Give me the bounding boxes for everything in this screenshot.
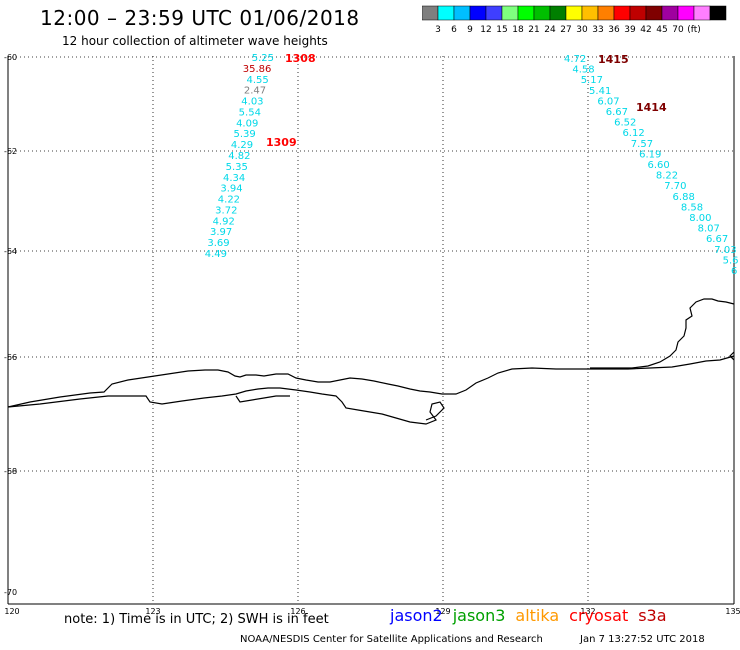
latitude-label: -68 bbox=[4, 467, 17, 476]
swh-value: 3.94 bbox=[220, 184, 242, 195]
swh-value: 8.58 bbox=[681, 202, 703, 213]
swh-value: 35.86 bbox=[243, 64, 272, 75]
colorbar-tick-label: 18 bbox=[512, 25, 524, 35]
pass-id-label: 1308 bbox=[285, 52, 316, 65]
plot-frame bbox=[7, 56, 735, 605]
latitude-label: -66 bbox=[4, 353, 17, 362]
swh-value: 5.6 bbox=[723, 255, 739, 266]
swh-value: 5.17 bbox=[581, 75, 603, 86]
swh-value: 6.60 bbox=[648, 160, 670, 171]
swh-value: 2.47 bbox=[244, 86, 266, 97]
latitude-label: -64 bbox=[4, 247, 17, 256]
swh-value: 8.07 bbox=[698, 224, 720, 235]
coastline-east bbox=[590, 298, 735, 369]
swh-value: 4.82 bbox=[228, 151, 250, 162]
colorbar-tick-label: 15 bbox=[496, 25, 507, 35]
colorbar-tick-label: (ft) bbox=[687, 25, 701, 35]
colorbar-tick-label: 45 bbox=[656, 25, 667, 35]
swh-value: 7.70 bbox=[664, 181, 686, 192]
swh-value: 6.19 bbox=[639, 149, 661, 160]
colorbar-tick-label: 39 bbox=[624, 25, 636, 35]
coastline-peninsula bbox=[235, 395, 290, 403]
pass-id-label: 1415 bbox=[598, 53, 629, 66]
colorbar-tick-label: 21 bbox=[528, 25, 539, 35]
colorbar-tick-label: 70 bbox=[672, 25, 684, 35]
colorbar-tick-label: 3 bbox=[435, 25, 441, 35]
swh-value: 6.52 bbox=[614, 118, 636, 129]
legend-jason2: jason2 bbox=[390, 606, 443, 625]
colorbar-tick-label: 36 bbox=[608, 25, 620, 35]
colorbar-tick-label: 6 bbox=[451, 25, 457, 35]
swh-value: 4.55 bbox=[247, 75, 269, 86]
swh-value: 7.57 bbox=[631, 139, 653, 150]
antarctic-coastline bbox=[7, 298, 735, 425]
swh-value: 5.54 bbox=[239, 107, 261, 118]
colorbar-tick-label: 9 bbox=[467, 25, 473, 35]
satellite-tracks: 5.2535.864.552.474.035.544.095.394.294.8… bbox=[205, 52, 739, 277]
colorbar-tick-label: 30 bbox=[576, 25, 588, 35]
credit-line: NOAA/NESDIS Center for Satellite Applica… bbox=[240, 634, 543, 645]
swh-value: 6.67 bbox=[706, 234, 728, 245]
axis-labels: -60 -62 -64 -66 -68 -70 120 123 126 129 132 135 bbox=[4, 53, 740, 616]
swh-value: 5.41 bbox=[589, 86, 611, 97]
longitude-label: 129 bbox=[435, 607, 450, 616]
swh-value: 8.22 bbox=[656, 171, 678, 182]
legend-s3a: s3a bbox=[638, 606, 667, 625]
swh-value: 5.35 bbox=[226, 162, 248, 173]
colorbar-tick-label: 27 bbox=[560, 25, 571, 35]
coastline-main bbox=[7, 355, 735, 408]
colorbar-tick-label: 42 bbox=[640, 25, 651, 35]
credit-timestamp: Jan 7 13:27:52 UTC 2018 bbox=[580, 634, 705, 645]
swh-value: 6.88 bbox=[673, 192, 695, 203]
legend-altika: altika bbox=[515, 606, 560, 625]
page-title: 12:00 – 23:59 UTC 01/06/2018 bbox=[40, 6, 360, 30]
swh-value: 4.92 bbox=[213, 216, 235, 227]
swh-value: 4.03 bbox=[241, 97, 263, 108]
swh-value: 6 bbox=[731, 266, 737, 277]
latitude-label: -70 bbox=[4, 588, 17, 597]
swh-value: 4.49 bbox=[205, 249, 227, 260]
legend-cryosat: cryosat bbox=[569, 606, 629, 625]
swh-value: 3.72 bbox=[215, 205, 237, 216]
wave-height-colorbar: 3 6 9 12 15 18 21 24 27 30 33 36 39 42 45 70 (ft) bbox=[422, 5, 727, 35]
swh-value: 5.39 bbox=[233, 129, 255, 140]
latitude-label: -62 bbox=[4, 147, 17, 156]
longitude-label: 123 bbox=[145, 607, 160, 616]
colorbar-swatch bbox=[709, 5, 727, 21]
coastline-east-point bbox=[729, 351, 735, 361]
swh-value: 8.00 bbox=[689, 213, 711, 224]
legend-jason3: jason3 bbox=[452, 606, 506, 625]
swh-value: 6.67 bbox=[606, 107, 628, 118]
footnote: note: 1) Time is in UTC; 2) SWH is in fe… bbox=[64, 612, 329, 627]
longitude-label: 120 bbox=[4, 607, 19, 616]
longitude-label: 132 bbox=[580, 607, 595, 616]
latitude-label: -60 bbox=[4, 53, 17, 62]
satellite-legend: jason2 jason3 altika cryosat s3a bbox=[390, 606, 677, 625]
swh-value: 3.69 bbox=[207, 238, 229, 249]
coastline-inner bbox=[7, 387, 445, 425]
colorbar-tick-label: 33 bbox=[592, 25, 603, 35]
swh-value: 3.97 bbox=[210, 227, 232, 238]
swh-value: 4.34 bbox=[223, 173, 245, 184]
swh-value: 4.22 bbox=[218, 195, 240, 206]
pass-id-label: 1309 bbox=[266, 136, 297, 149]
swh-value: 6.07 bbox=[597, 96, 619, 107]
longitude-label: 135 bbox=[725, 607, 740, 616]
swh-value: 4.09 bbox=[236, 118, 258, 129]
longitude-label: 126 bbox=[290, 607, 305, 616]
page-subtitle: 12 hour collection of altimeter wave hei… bbox=[62, 34, 328, 48]
pass-id-label: 1414 bbox=[636, 101, 667, 114]
swh-value: 5.25 bbox=[252, 53, 274, 64]
colorbar-tick-label: 12 bbox=[480, 25, 491, 35]
swh-value: 4.29 bbox=[231, 140, 253, 151]
lat-lon-grid bbox=[8, 56, 734, 604]
swh-value: 6.12 bbox=[622, 128, 644, 139]
swh-value: 4.72 bbox=[564, 54, 586, 65]
swh-value: 4.58 bbox=[572, 65, 594, 76]
swh-value: 7.03 bbox=[714, 245, 736, 256]
colorbar-tick-label: 24 bbox=[544, 25, 556, 35]
